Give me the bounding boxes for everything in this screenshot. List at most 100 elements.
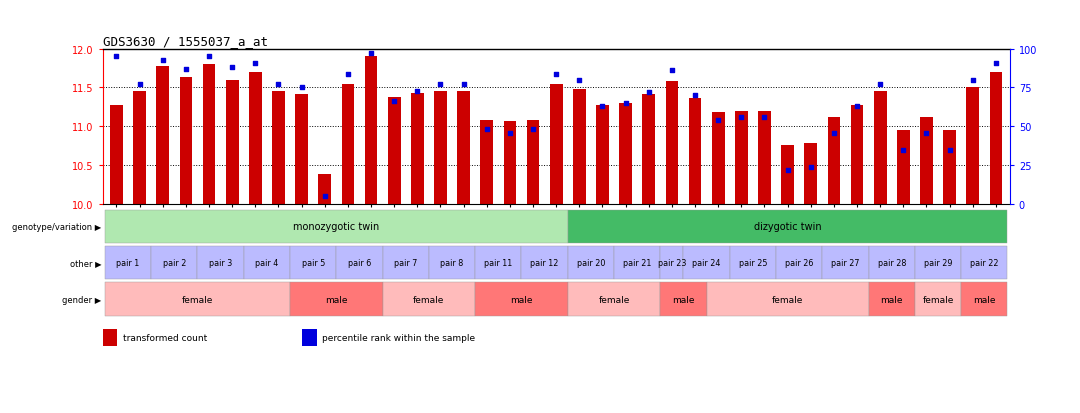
Bar xyxy=(365,57,377,204)
Bar xyxy=(735,112,747,204)
Text: pair 21: pair 21 xyxy=(623,259,651,268)
Text: pair 28: pair 28 xyxy=(878,259,906,268)
Bar xyxy=(706,283,868,316)
Bar xyxy=(244,247,291,280)
Point xyxy=(455,82,472,88)
Point xyxy=(316,193,334,200)
Bar xyxy=(105,210,568,243)
Bar xyxy=(660,247,684,280)
Bar xyxy=(341,84,354,204)
Text: female: female xyxy=(181,295,213,304)
Text: pair 4: pair 4 xyxy=(255,259,279,268)
Bar xyxy=(568,283,660,316)
Bar xyxy=(291,283,382,316)
Text: pair 7: pair 7 xyxy=(394,259,418,268)
Bar xyxy=(475,283,568,316)
Point xyxy=(246,60,264,67)
Bar xyxy=(684,247,730,280)
Bar xyxy=(302,329,316,346)
Bar xyxy=(660,247,684,280)
Text: male: male xyxy=(973,295,996,304)
Point xyxy=(687,93,704,100)
Bar xyxy=(434,92,447,204)
Text: dizygotic twin: dizygotic twin xyxy=(754,222,822,232)
Point xyxy=(640,90,658,96)
Point xyxy=(732,114,750,121)
Bar xyxy=(822,247,868,280)
Text: female: female xyxy=(414,295,445,304)
Bar xyxy=(522,247,568,280)
Point xyxy=(548,71,565,78)
Bar xyxy=(481,121,494,204)
Text: gender ▶: gender ▶ xyxy=(63,295,102,304)
Point xyxy=(779,167,796,173)
Bar xyxy=(660,283,706,316)
Point xyxy=(594,104,611,110)
Bar xyxy=(665,82,678,204)
Bar xyxy=(198,247,244,280)
Bar xyxy=(730,247,777,280)
Bar xyxy=(105,247,151,280)
Point xyxy=(802,164,820,171)
Bar xyxy=(805,144,818,204)
Bar xyxy=(110,105,123,204)
Point xyxy=(617,100,634,107)
Point xyxy=(408,88,426,95)
Point xyxy=(386,99,403,105)
Bar xyxy=(712,113,725,204)
Text: female: female xyxy=(922,295,954,304)
Bar xyxy=(295,95,308,204)
Bar xyxy=(868,247,915,280)
Text: pair 25: pair 25 xyxy=(739,259,767,268)
Bar xyxy=(915,247,961,280)
Text: pair 11: pair 11 xyxy=(484,259,513,268)
Text: GDS3630 / 1555037_a_at: GDS3630 / 1555037_a_at xyxy=(103,36,268,48)
Bar xyxy=(961,283,1008,316)
Bar xyxy=(781,146,794,204)
Bar xyxy=(961,247,1008,280)
Point xyxy=(177,66,194,73)
Bar xyxy=(179,78,192,204)
Bar xyxy=(244,247,291,280)
Text: male: male xyxy=(672,295,694,304)
Text: female: female xyxy=(772,295,804,304)
Bar xyxy=(291,283,382,316)
Bar xyxy=(457,92,470,204)
Bar xyxy=(568,210,1008,243)
Bar xyxy=(103,329,117,346)
Point xyxy=(918,130,935,136)
Bar xyxy=(961,283,1008,316)
Bar xyxy=(550,84,563,204)
Bar xyxy=(822,247,868,280)
Bar xyxy=(568,247,615,280)
Bar xyxy=(868,283,915,316)
Text: pair 2: pair 2 xyxy=(163,259,186,268)
Bar xyxy=(730,247,777,280)
Point xyxy=(964,77,982,84)
Text: female: female xyxy=(598,295,630,304)
Text: other ▶: other ▶ xyxy=(70,259,102,268)
Bar xyxy=(568,247,615,280)
Bar xyxy=(198,247,244,280)
Point xyxy=(478,127,496,133)
Bar xyxy=(382,283,475,316)
Bar xyxy=(291,247,336,280)
Bar xyxy=(382,283,475,316)
Text: pair 3: pair 3 xyxy=(210,259,232,268)
Bar xyxy=(568,210,1008,243)
Point xyxy=(849,104,866,110)
Point xyxy=(108,54,125,61)
Point xyxy=(941,147,958,154)
Bar xyxy=(758,112,771,204)
Text: pair 27: pair 27 xyxy=(832,259,860,268)
Bar xyxy=(157,66,170,204)
Text: monozygotic twin: monozygotic twin xyxy=(293,222,379,232)
Bar xyxy=(105,283,291,316)
Bar xyxy=(319,175,332,204)
Bar xyxy=(503,121,516,204)
Bar xyxy=(706,283,868,316)
Text: male: male xyxy=(325,295,348,304)
Bar xyxy=(573,90,585,204)
Point xyxy=(987,60,1004,67)
Point xyxy=(363,51,380,57)
